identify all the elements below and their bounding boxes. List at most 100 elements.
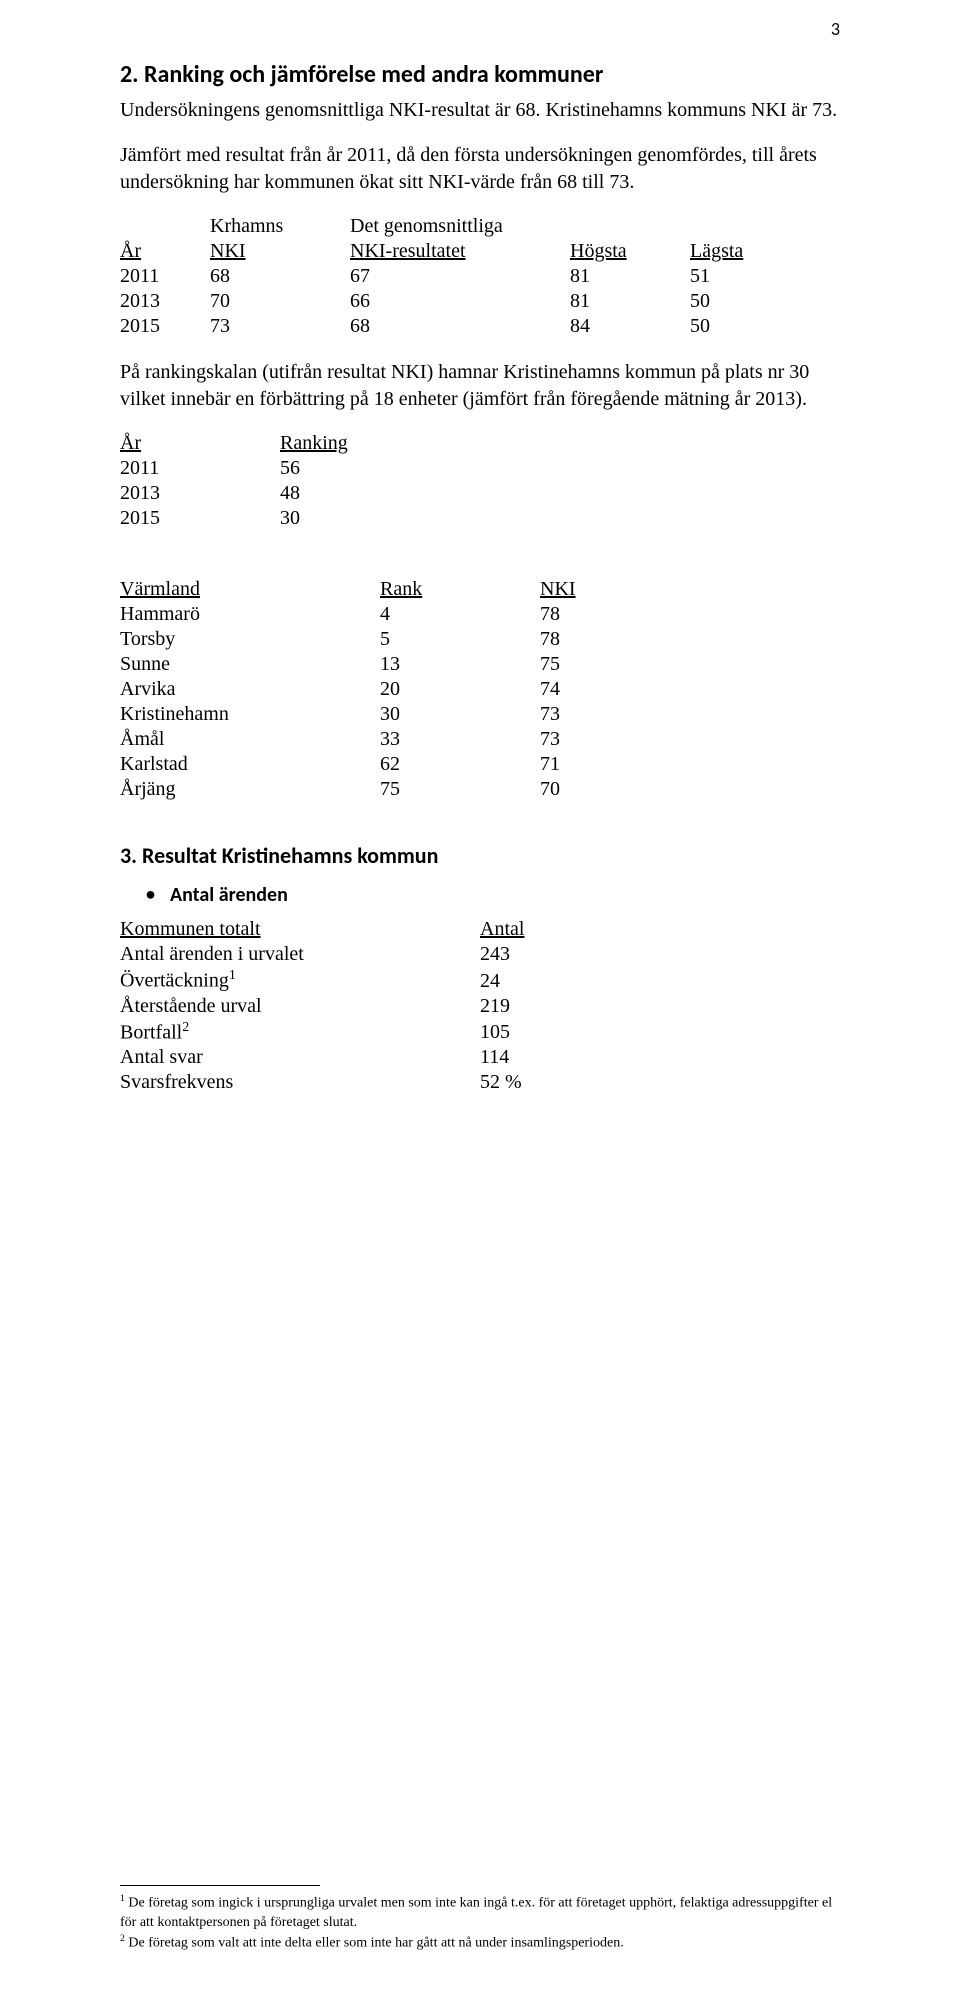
footnote-rule	[120, 1885, 320, 1886]
header-high: Högsta	[570, 239, 690, 264]
table-cell: 33	[380, 727, 540, 752]
table-cell: 2011	[120, 456, 280, 481]
table-cell: 56	[280, 456, 372, 481]
ranking-table-body: 201156201348201530	[120, 456, 372, 531]
section-2-heading: 2. Ranking och jämförelse med andra komm…	[120, 60, 840, 89]
table-cell: 2013	[120, 289, 210, 314]
table-cell: Övertäckning1	[120, 967, 480, 994]
table-cell: 52 %	[480, 1070, 548, 1095]
table-cell: 81	[570, 289, 690, 314]
table-cell: 219	[480, 994, 548, 1019]
footnote-2: 2 De företag som valt att inte delta ell…	[120, 1932, 840, 1954]
footnotes: 1 De företag som ingick i ursprungliga u…	[120, 1885, 840, 1954]
table-cell: 70	[210, 289, 350, 314]
varmland-table: Värmland Rank NKI Hammarö478Torsby578Sun…	[120, 577, 600, 802]
table-row: Årjäng7570	[120, 777, 600, 802]
table-cell: 243	[480, 942, 548, 967]
table-cell: Torsby	[120, 627, 380, 652]
table-cell: 2011	[120, 264, 210, 289]
table-cell: 20	[380, 677, 540, 702]
table-cell: 30	[380, 702, 540, 727]
table-cell: Antal ärenden i urvalet	[120, 942, 480, 967]
table-row: Hammarö478	[120, 602, 600, 627]
varmland-table-body: Hammarö478Torsby578Sunne1375Arvika2074Kr…	[120, 602, 600, 802]
table-row: Bortfall2105	[120, 1019, 548, 1046]
header-antal: Antal	[480, 917, 548, 942]
table-cell: Åmål	[120, 727, 380, 752]
table-cell: 13	[380, 652, 540, 677]
table-cell: 5	[380, 627, 540, 652]
table-cell: Återstående urval	[120, 994, 480, 1019]
antal-arenden-bullet: Antal ärenden	[120, 883, 840, 907]
table-cell: Årjäng	[120, 777, 380, 802]
table-cell: 24	[480, 967, 548, 994]
table-cell: Svarsfrekvens	[120, 1070, 480, 1095]
table-cell: 51	[690, 264, 767, 289]
table-row: 201370668150	[120, 289, 767, 314]
table-row: Antal ärenden i urvalet243	[120, 942, 548, 967]
table-cell: 74	[540, 677, 600, 702]
section-3-heading: 3. Resultat Kristinehamns kommun	[120, 842, 840, 869]
ranking-para: På rankingskalan (utifrån resultat NKI) …	[120, 359, 840, 413]
table-row: Sunne1375	[120, 652, 600, 677]
table-cell: Sunne	[120, 652, 380, 677]
header-year-2: År	[120, 431, 280, 456]
table-row: 201348	[120, 481, 372, 506]
table-cell: 2013	[120, 481, 280, 506]
table-cell: 75	[540, 652, 600, 677]
header-year: År	[120, 239, 210, 264]
table-cell: 50	[690, 314, 767, 339]
table-row: 201168678151	[120, 264, 767, 289]
table-cell: 68	[210, 264, 350, 289]
table-cell: 78	[540, 627, 600, 652]
table-row: Svarsfrekvens52 %	[120, 1070, 548, 1095]
table-cell: Kristinehamn	[120, 702, 380, 727]
table-cell: 2015	[120, 506, 280, 531]
table-cell: 30	[280, 506, 372, 531]
footnote-1: 1 De företag som ingick i ursprungliga u…	[120, 1892, 840, 1932]
footnote-1-text: De företag som ingick i ursprungliga urv…	[120, 1896, 832, 1930]
table-cell: 62	[380, 752, 540, 777]
nki-table-body: 201168678151201370668150201573688450	[120, 264, 767, 339]
header-ranking: Ranking	[280, 431, 372, 456]
table-cell: 75	[380, 777, 540, 802]
table-cell: 73	[210, 314, 350, 339]
header-kommun: Kommunen totalt	[120, 917, 480, 942]
table-row: 201530	[120, 506, 372, 531]
footnote-2-text: De företag som valt att inte delta eller…	[125, 1936, 624, 1951]
table-row: Kristinehamn3073	[120, 702, 600, 727]
table-cell: 67	[350, 264, 570, 289]
table-cell: 81	[570, 264, 690, 289]
table-row: Torsby578	[120, 627, 600, 652]
header-varmland: Värmland	[120, 577, 380, 602]
table-cell: 105	[480, 1019, 548, 1046]
header-rank: Rank	[380, 577, 540, 602]
table-row: Åmål3373	[120, 727, 600, 752]
table-cell: 50	[690, 289, 767, 314]
section-2-para-2: Jämfört med resultat från år 2011, då de…	[120, 142, 840, 196]
table-cell: 78	[540, 602, 600, 627]
table-row: Arvika2074	[120, 677, 600, 702]
table-cell: 71	[540, 752, 600, 777]
table-row: 201156	[120, 456, 372, 481]
antal-table: Kommunen totalt Antal Antal ärenden i ur…	[120, 917, 548, 1095]
table-cell: Antal svar	[120, 1045, 480, 1070]
table-row: Karlstad6271	[120, 752, 600, 777]
header-nki-top: Krhamns	[210, 214, 350, 239]
table-cell: 114	[480, 1045, 548, 1070]
header-nki-3: NKI	[540, 577, 600, 602]
table-cell: 68	[350, 314, 570, 339]
page-number: 3	[831, 18, 840, 40]
table-row: Återstående urval219	[120, 994, 548, 1019]
table-cell: Bortfall2	[120, 1019, 480, 1046]
table-cell: Arvika	[120, 677, 380, 702]
header-res: NKI-resultatet	[350, 239, 570, 264]
table-cell: 84	[570, 314, 690, 339]
header-low: Lägsta	[690, 239, 767, 264]
table-cell: 73	[540, 727, 600, 752]
table-cell: Karlstad	[120, 752, 380, 777]
header-nki: NKI	[210, 239, 350, 264]
table-cell: Hammarö	[120, 602, 380, 627]
antal-table-body: Antal ärenden i urvalet243Övertäckning1 …	[120, 942, 548, 1095]
table-cell: 73	[540, 702, 600, 727]
